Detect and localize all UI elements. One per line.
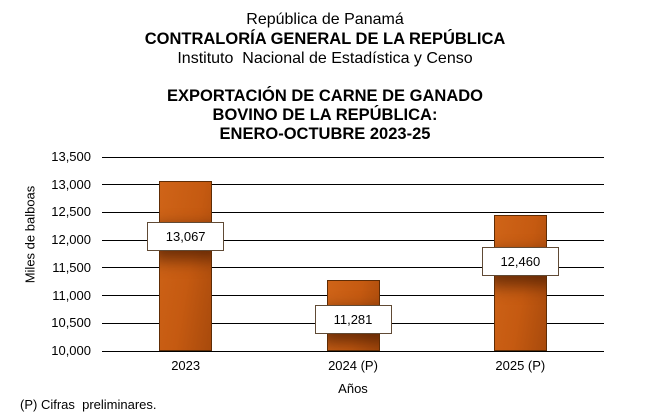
chart-title-line-2: BOVINO DE LA REPÚBLICA: <box>212 106 438 124</box>
gridline <box>102 156 604 158</box>
y-tick-label: 12,000 <box>51 232 91 248</box>
y-tick-label: 11,000 <box>52 287 91 303</box>
x-tick-label: 2023 <box>171 358 201 373</box>
bar-2025 <box>493 214 547 351</box>
gridline <box>102 184 604 186</box>
gridline <box>102 211 604 213</box>
org-country-line: República de Panamá <box>246 11 404 28</box>
gridline <box>102 239 604 241</box>
footnote: (P) Cifras preliminares. <box>20 397 157 412</box>
value-label: 11,281 <box>314 304 392 334</box>
value-label: 12,460 <box>481 247 559 276</box>
org-institute-line: Instituto Nacional de Estadística y Cens… <box>177 50 473 67</box>
x-axis-title: Años <box>338 381 368 396</box>
x-tick-label: 2024 (P) <box>328 358 378 373</box>
chart-title-line-1: EXPORTACIÓN DE CARNE DE GANADO <box>167 87 483 105</box>
gridline <box>102 267 604 269</box>
x-tick-label: 2025 (P) <box>495 358 546 373</box>
gridline <box>102 350 604 352</box>
value-label: 13,067 <box>147 221 225 251</box>
y-tick-label: 12,500 <box>51 204 91 220</box>
chart-title-line-3: ENERO-OCTUBRE 2023-25 <box>219 125 431 143</box>
y-axis-title: Miles de balboas <box>22 185 37 283</box>
y-tick-label: 10,000 <box>51 343 91 358</box>
y-tick-label: 13,000 <box>51 176 91 192</box>
y-tick-label: 10,500 <box>51 315 91 331</box>
bar-2023 <box>159 181 213 351</box>
org-name-line: CONTRALORÍA GENERAL DE LA REPÚBLICA <box>144 30 506 48</box>
y-tick-label: 11,500 <box>52 259 91 275</box>
y-tick-label: 13,500 <box>51 149 91 164</box>
